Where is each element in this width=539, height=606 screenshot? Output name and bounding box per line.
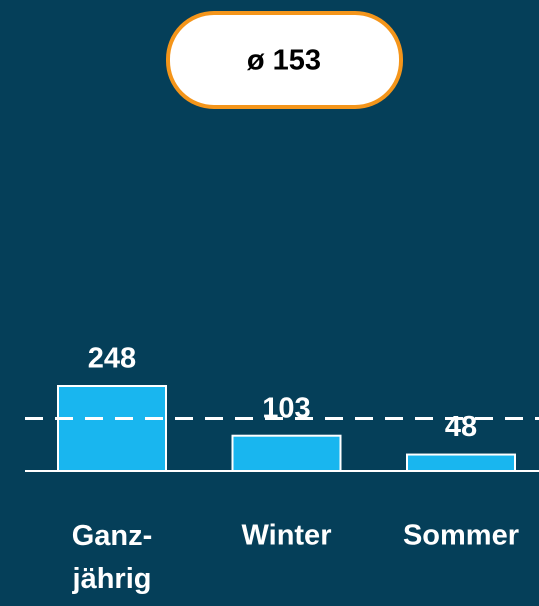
value-label: 48: [445, 411, 477, 443]
bar: [406, 453, 516, 473]
label-line: jährig: [72, 563, 152, 595]
value-label: 248: [88, 343, 136, 375]
x-tick-label: Winter: [242, 520, 332, 552]
x-tick-label: Sommer: [403, 520, 519, 552]
label-line: Ganz-: [72, 520, 153, 552]
bar: [231, 434, 342, 472]
average-badge: [166, 11, 403, 109]
average-label: ø 153: [247, 45, 321, 77]
bar: [57, 385, 167, 472]
x-tick-label: Ganz-jährig: [72, 520, 153, 595]
